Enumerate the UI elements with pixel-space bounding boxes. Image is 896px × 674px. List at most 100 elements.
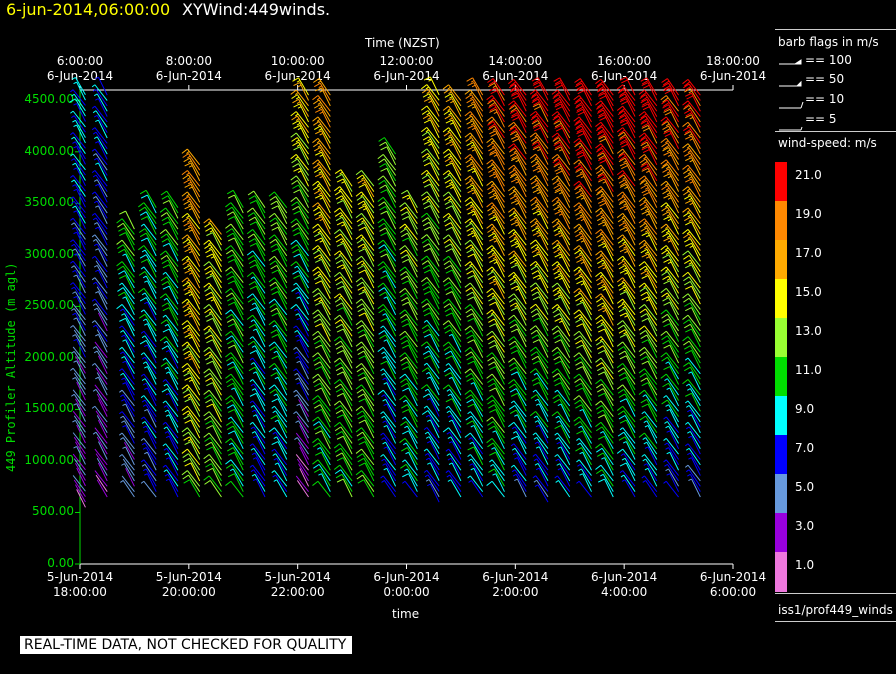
barb-half-tick	[122, 339, 126, 342]
barb-full-tick	[225, 206, 233, 212]
wind-barb	[429, 183, 440, 203]
barb-full-tick	[682, 271, 689, 277]
barb-full-tick	[574, 142, 581, 148]
barb-full-tick	[227, 430, 235, 435]
wind-barb	[165, 336, 179, 353]
wind-barb	[559, 463, 571, 482]
barb-full-tick	[640, 141, 648, 147]
wind-barb	[559, 184, 571, 203]
barb-half-tick	[491, 252, 496, 255]
barb-full-tick	[509, 323, 517, 329]
barb-full-tick	[268, 384, 275, 390]
barb-full-tick	[442, 148, 449, 154]
barb-full-tick	[489, 106, 497, 112]
wind-barb	[254, 452, 266, 471]
barb-full-tick	[159, 293, 166, 299]
wind-barb	[578, 480, 592, 498]
wind-barb	[232, 211, 244, 230]
barb-full-tick	[638, 432, 645, 438]
barb-full-tick	[619, 312, 627, 317]
wind-barb	[689, 152, 701, 171]
wind-barb	[537, 270, 549, 289]
wind-barb	[318, 378, 331, 396]
barb-full-tick	[530, 115, 538, 121]
barb-full-tick	[508, 383, 516, 389]
top-x-tick-time: 10:00:00	[270, 54, 325, 68]
barb-full-tick	[489, 216, 496, 221]
barb-half-tick	[317, 123, 322, 127]
wind-barb	[122, 437, 135, 455]
wind-barb	[317, 116, 331, 133]
barb-half-tick	[493, 218, 498, 222]
barb-half-tick	[688, 176, 693, 180]
barb-full-tick	[467, 124, 475, 129]
barb-full-tick	[529, 260, 536, 267]
wind-barb	[255, 264, 266, 283]
barb-full-tick	[663, 194, 671, 199]
barb-half-tick	[141, 421, 146, 424]
barb-half-tick	[624, 315, 628, 318]
wind-barb	[428, 414, 440, 433]
barb-full-tick	[663, 173, 671, 178]
wind-barb	[363, 222, 375, 241]
barb-full-tick	[204, 351, 211, 357]
barb-full-tick	[182, 303, 189, 308]
barb-full-tick	[333, 207, 341, 213]
barb-full-tick	[377, 261, 384, 267]
wind-barb	[469, 282, 484, 300]
wind-barb	[450, 415, 462, 433]
barb-half-tick	[317, 273, 322, 277]
barb-half-tick	[92, 303, 97, 306]
barb-half-tick	[296, 144, 301, 147]
barb-half-tick	[446, 453, 451, 457]
wind-barb	[624, 350, 636, 369]
barb-half-tick	[556, 306, 560, 310]
wind-barb	[189, 458, 201, 476]
barb-half-tick	[92, 431, 97, 435]
barb-half-tick	[72, 205, 76, 209]
wind-barb	[668, 318, 680, 337]
barb-half-tick	[188, 358, 193, 361]
wind-barb	[472, 356, 484, 375]
wind-barb	[687, 379, 701, 396]
barb-full-tick	[399, 266, 406, 272]
barb-half-tick	[576, 480, 580, 484]
barb-full-tick	[205, 334, 212, 339]
wind-barb	[666, 399, 679, 417]
wind-barb	[601, 233, 614, 251]
barb-full-tick	[640, 270, 648, 275]
barb-full-tick	[312, 287, 319, 294]
wind-barb	[277, 312, 288, 332]
wind-barb	[95, 131, 108, 150]
wind-barb	[72, 389, 86, 406]
barb-full-tick	[205, 313, 212, 318]
barb-half-tick	[684, 421, 689, 425]
barb-half-tick	[187, 160, 192, 163]
barb-half-tick	[187, 155, 191, 159]
wind-barb	[212, 253, 222, 273]
barb-full-tick	[662, 82, 669, 88]
barb-full-tick	[553, 270, 560, 275]
wind-barb	[76, 317, 86, 337]
barb-full-tick	[466, 205, 473, 211]
barb-half-tick	[469, 118, 474, 121]
wind-barb	[537, 248, 549, 267]
barb-half-tick	[340, 197, 344, 201]
wind-barb	[495, 473, 505, 492]
wind-barb	[212, 318, 222, 337]
barb-full-tick	[509, 152, 517, 157]
barb-full-tick	[290, 132, 297, 138]
barb-full-tick	[181, 427, 188, 433]
barb-half-tick	[141, 463, 146, 467]
barb-full-tick	[639, 158, 646, 164]
barb-half-tick	[251, 388, 256, 391]
wind-barb	[406, 383, 418, 401]
barb-half-tick	[319, 133, 324, 136]
barb-half-tick	[72, 162, 76, 166]
wind-barb	[72, 89, 86, 106]
wind-barb	[426, 362, 440, 380]
wind-barb	[624, 479, 636, 498]
barb-full-tick	[532, 274, 540, 279]
barb-full-tick	[532, 381, 540, 386]
wind-barb	[232, 190, 244, 208]
